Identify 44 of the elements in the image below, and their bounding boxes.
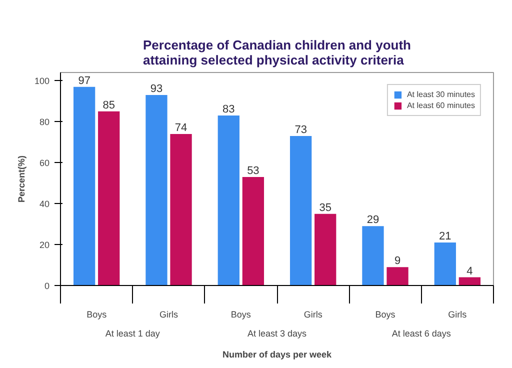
data-label: 73 — [294, 124, 307, 136]
y-tick-label: 60 — [39, 158, 50, 168]
y-tick-label: 20 — [39, 240, 50, 250]
data-label: 4 — [466, 265, 473, 278]
x-axis-title: Number of days per week — [222, 350, 333, 360]
text: At least 6 days — [392, 328, 452, 338]
legend-label: At least 60 minutes — [406, 101, 475, 110]
data-label: 83 — [222, 104, 235, 116]
data-label: 35 — [319, 202, 332, 214]
x-tick-label: Girls — [304, 310, 323, 320]
bar — [218, 116, 240, 286]
bar — [458, 277, 481, 286]
y-axis-title: Percent(%) — [16, 155, 26, 203]
data-label: 21 — [439, 230, 452, 242]
bar — [386, 267, 408, 286]
bar — [290, 136, 312, 286]
x-tick-label: Girls — [160, 310, 178, 320]
bar — [98, 111, 120, 286]
text: At least 3 days — [247, 328, 308, 338]
legend-label: At least 30 minutes — [406, 90, 475, 99]
data-label: 97 — [78, 74, 90, 87]
x-tick-label: Boys — [375, 310, 396, 320]
data-label: 85 — [102, 99, 115, 112]
bar — [362, 226, 384, 286]
x-tick-label: Boys — [86, 310, 108, 320]
bar — [314, 214, 336, 286]
data-label: 53 — [247, 164, 260, 177]
text: At least 1 day — [105, 328, 160, 338]
x-tick-label: Girls — [448, 310, 468, 320]
data-label: 74 — [174, 122, 188, 134]
y-tick-label: 0 — [44, 281, 50, 291]
bar — [146, 95, 168, 286]
x-tick-label: Boys — [230, 310, 252, 320]
y-tick-label: 100 — [34, 76, 50, 86]
data-label: 93 — [150, 83, 163, 96]
bar — [434, 242, 456, 286]
data-label: 29 — [366, 214, 380, 226]
y-tick-label: 80 — [39, 117, 50, 128]
bar — [73, 86, 96, 286]
bar — [170, 134, 192, 286]
data-label: 9 — [394, 255, 401, 268]
y-tick-label: 40 — [39, 199, 50, 210]
bar — [242, 176, 264, 286]
chart-title: Percentage of Canadian children and youth attaining selected physical activity criteria — [143, 38, 412, 68]
